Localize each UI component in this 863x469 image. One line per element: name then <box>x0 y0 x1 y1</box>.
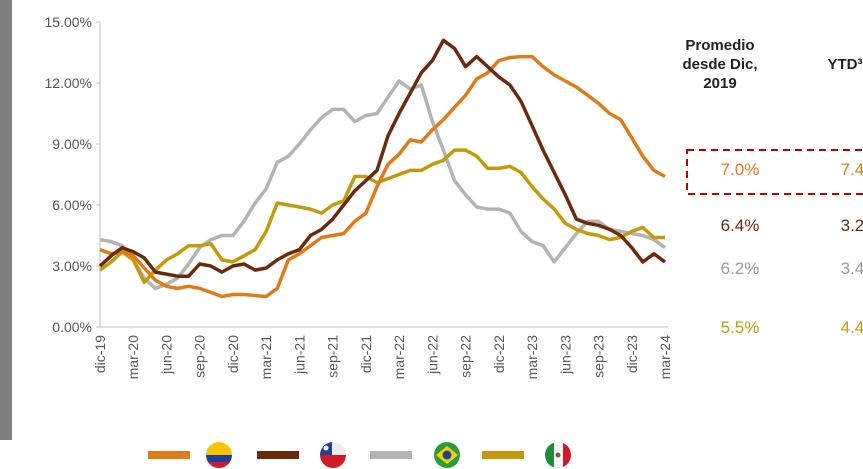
y-tick-label: 9.00% <box>52 136 92 152</box>
legend-swatch <box>257 451 299 459</box>
x-tick-label: sep-23 <box>591 335 607 378</box>
x-tick-label: mar-22 <box>391 335 407 380</box>
x-tick-label: mar-21 <box>258 335 274 380</box>
table-cell: 7.0% <box>720 160 760 179</box>
table-cell: 6.2% <box>720 259 760 278</box>
table-cell: 3.2% <box>840 216 863 235</box>
y-tick-label: 12.00% <box>45 75 92 91</box>
x-tick-label: jun-20 <box>158 335 174 375</box>
x-tick-label: dic-21 <box>358 335 374 373</box>
table-cell: 3.4% <box>840 259 863 278</box>
y-tick-label: 15.00% <box>45 14 92 30</box>
x-tick-label: mar-24 <box>657 335 673 380</box>
x-tick-label: sep-21 <box>325 335 341 378</box>
x-tick-label: dic-22 <box>491 335 507 373</box>
y-tick-label: 0.00% <box>52 319 92 335</box>
flag-chile <box>320 442 346 468</box>
x-tick-label: sep-22 <box>458 335 474 378</box>
x-tick-label: jun-23 <box>557 335 573 375</box>
series-line <box>99 79 667 291</box>
x-tick-label: dic-23 <box>624 335 640 373</box>
table-cell: 6.4% <box>720 216 760 235</box>
legend-swatch <box>482 451 524 459</box>
x-tick-label: mar-20 <box>125 335 141 380</box>
x-tick-label: dic-19 <box>92 335 108 373</box>
x-tick-label: sep-20 <box>192 335 208 378</box>
x-tick-label: jun-22 <box>424 335 440 375</box>
flag-mexico <box>545 442 571 468</box>
x-tick-label: jun-21 <box>291 335 307 375</box>
side-bar <box>0 0 12 440</box>
highlight-box <box>686 149 863 195</box>
table-cell: 4.4% <box>840 318 863 337</box>
legend-swatch <box>370 451 412 459</box>
x-tick-label: mar-23 <box>524 335 540 380</box>
series-line <box>98 38 667 278</box>
flag-colombia <box>206 442 232 468</box>
table-cell: 7.4% <box>840 160 863 179</box>
x-tick-label: dic-20 <box>225 335 241 373</box>
y-tick-label: 6.00% <box>52 197 92 213</box>
series-line <box>99 54 666 299</box>
flag-brazil <box>434 442 460 468</box>
table-header: Promedio desde Dic, 2019 <box>682 37 758 92</box>
y-tick-label: 3.00% <box>52 258 92 274</box>
series-line <box>98 148 665 285</box>
table-header: YTD³ <box>827 56 863 73</box>
legend-swatch <box>148 451 190 459</box>
table-cell: 5.5% <box>720 318 760 337</box>
